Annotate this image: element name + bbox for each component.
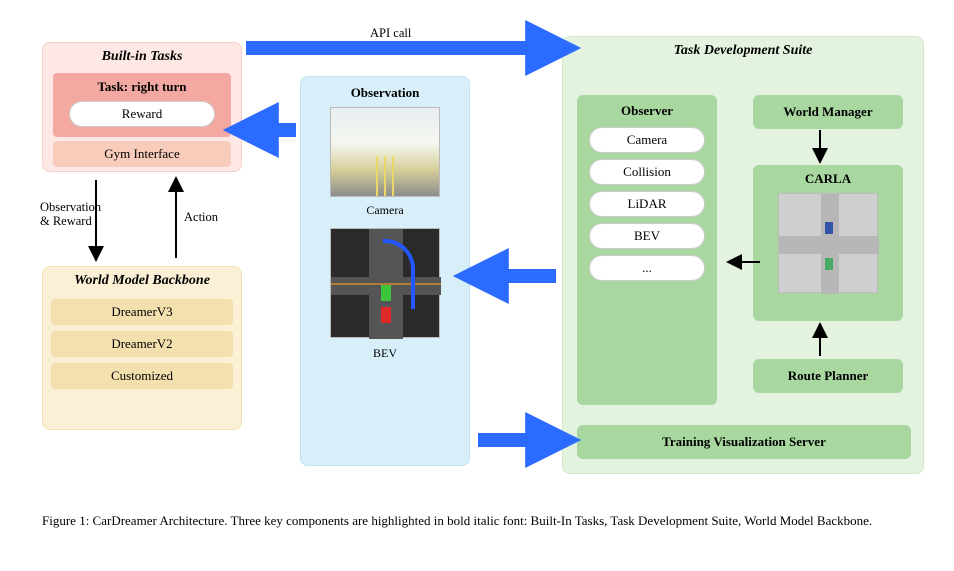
route-planner-label: Route Planner	[788, 368, 869, 384]
camera-label: Camera	[301, 201, 469, 220]
observation-panel: Observation Camera BEV	[300, 76, 470, 466]
camera-image	[330, 107, 440, 197]
wm-item-1: DreamerV2	[51, 331, 233, 357]
route-planner-box: Route Planner	[753, 359, 903, 393]
observer-item-1: Collision	[589, 159, 705, 185]
carla-title: CARLA	[757, 169, 899, 189]
diagram-canvas: { "layout": { "canvas_w": 954, "canvas_h…	[0, 0, 954, 571]
task-dev-panel: Task Development Suite Observer Camera C…	[562, 36, 924, 474]
world-model-title: World Model Backbone	[43, 267, 241, 293]
wm-item-2: Customized	[51, 363, 233, 389]
wm-item-0: DreamerV3	[51, 299, 233, 325]
observer-item-3: BEV	[589, 223, 705, 249]
observer-item-2: LiDAR	[589, 191, 705, 217]
viz-server-label: Training Visualization Server	[662, 434, 826, 450]
world-manager-label: World Manager	[783, 104, 872, 120]
bev-label: BEV	[301, 344, 469, 363]
action-label: Action	[184, 210, 218, 224]
built-in-tasks-title: Built-in Tasks	[43, 43, 241, 69]
task-label: Task: right turn	[59, 77, 225, 97]
observer-item-0: Camera	[589, 127, 705, 153]
bev-image	[330, 228, 440, 338]
task-dev-title: Task Development Suite	[563, 37, 923, 63]
carla-box: CARLA	[753, 165, 903, 321]
task-box: Task: right turn Reward	[53, 73, 231, 137]
built-in-tasks-panel: Built-in Tasks Task: right turn Reward G…	[42, 42, 242, 172]
reward-chip: Reward	[69, 101, 215, 127]
gym-interface: Gym Interface	[53, 141, 231, 167]
figure-caption: Figure 1: CarDreamer Architecture. Three…	[42, 512, 922, 530]
observer-title: Observer	[581, 101, 713, 121]
observer-item-4: ...	[589, 255, 705, 281]
observer-box: Observer Camera Collision LiDAR BEV ...	[577, 95, 717, 405]
api-call-label: API call	[370, 26, 411, 40]
world-model-panel: World Model Backbone DreamerV3 DreamerV2…	[42, 266, 242, 430]
viz-server-box: Training Visualization Server	[577, 425, 911, 459]
world-manager-box: World Manager	[753, 95, 903, 129]
obs-reward-label: Observation & Reward	[40, 200, 101, 229]
observation-title: Observation	[301, 77, 469, 103]
carla-image	[778, 193, 878, 293]
